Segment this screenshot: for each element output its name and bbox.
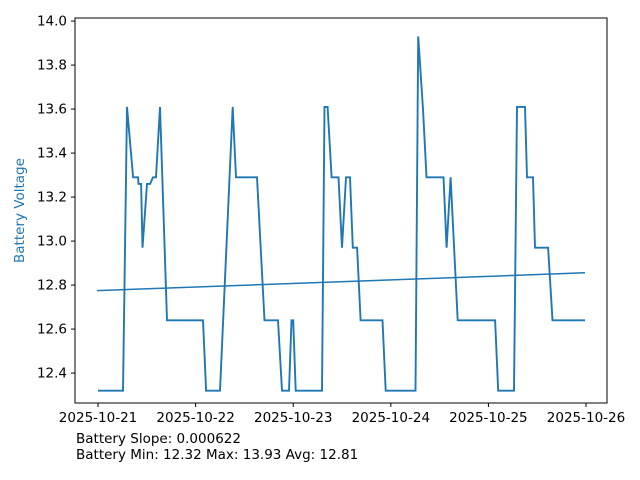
x-tick-label: 2025-10-24	[352, 410, 430, 426]
y-tick-label: 13.6	[37, 102, 67, 118]
y-tick-label: 13.0	[37, 234, 67, 250]
y-tick-label: 13.8	[37, 58, 67, 74]
y-tick-label: 13.2	[37, 190, 67, 206]
x-tick-label: 2025-10-26	[547, 410, 625, 426]
y-tick-label: 12.6	[37, 322, 67, 338]
x-tick-label: 2025-10-23	[254, 410, 332, 426]
y-tick-label: 12.8	[37, 278, 67, 294]
y-tick-label: 12.4	[37, 366, 67, 382]
y-tick-label: 14.0	[37, 14, 67, 30]
x-tick-label: 2025-10-21	[59, 410, 137, 426]
plot-frame	[74, 17, 608, 404]
stats-annotation: Battery Min: 12.32 Max: 13.93 Avg: 12.81	[76, 447, 359, 463]
x-tick-label: 2025-10-25	[449, 410, 527, 426]
slope-annotation: Battery Slope: 0.000622	[76, 431, 241, 447]
trend-line	[97, 272, 586, 292]
y-axis-label: Battery Voltage	[12, 158, 28, 263]
y-tick-label: 13.4	[37, 146, 67, 162]
x-tick-label: 2025-10-22	[156, 410, 234, 426]
battery-series-line	[98, 36, 585, 392]
